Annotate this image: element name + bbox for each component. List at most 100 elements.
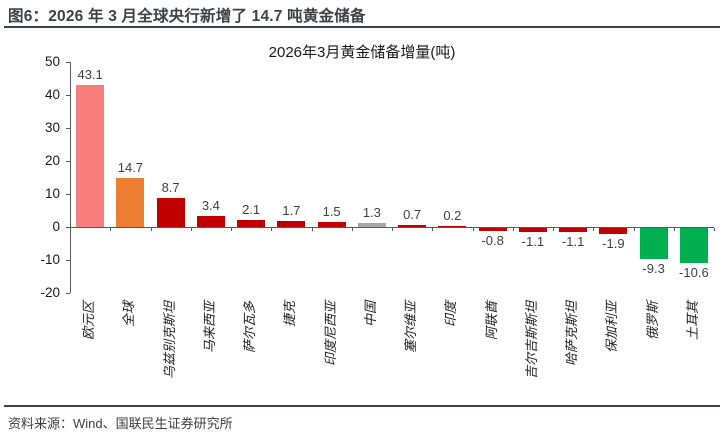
y-axis-tick-label: -10 bbox=[40, 252, 60, 267]
bar-value-label: -0.8 bbox=[481, 232, 504, 248]
y-axis-tick-label: 0 bbox=[52, 219, 60, 234]
y-axis-tick-label: 20 bbox=[44, 153, 60, 168]
x-axis-label-text: 哈萨克斯坦 bbox=[565, 301, 581, 367]
bar-value-label: -10.6 bbox=[679, 264, 709, 280]
x-axis-label-text: 乌兹别克斯坦 bbox=[162, 301, 178, 380]
x-axis-label-text: 阿联酋 bbox=[484, 301, 500, 341]
y-axis-tick bbox=[66, 62, 70, 63]
bar-4 bbox=[237, 220, 266, 227]
y-axis-tick bbox=[66, 227, 70, 228]
x-axis-label-text: 土耳其 bbox=[685, 301, 701, 341]
x-axis-label: 捷克 bbox=[282, 300, 300, 404]
x-axis-label: 吉尔吉斯斯坦 bbox=[524, 300, 542, 404]
bar-5 bbox=[277, 221, 306, 227]
y-axis-tick bbox=[66, 260, 70, 261]
bar-1 bbox=[116, 178, 145, 227]
x-axis-label-text: 保加利亚 bbox=[605, 301, 621, 354]
bar-value-label: 3.4 bbox=[201, 197, 220, 213]
footer-divider bbox=[4, 405, 720, 407]
x-axis-label-text: 捷克 bbox=[283, 301, 299, 328]
category-tick bbox=[392, 228, 393, 231]
x-axis-label-text: 欧元区 bbox=[82, 301, 98, 341]
bar-13 bbox=[599, 228, 628, 235]
bar-value-label: -1.1 bbox=[521, 233, 545, 249]
bar-value-label: 1.5 bbox=[322, 204, 341, 220]
category-tick bbox=[150, 228, 152, 231]
bar-15 bbox=[679, 228, 708, 263]
data-source: 资料来源：Wind、国联民生证券研究所 bbox=[8, 416, 233, 431]
x-axis-label: 土耳其 bbox=[685, 300, 703, 404]
x-axis-label: 乌兹别克斯坦 bbox=[162, 300, 180, 404]
x-axis-label: 塞尔维亚 bbox=[403, 300, 421, 404]
x-axis-label-text: 中国 bbox=[363, 301, 379, 328]
y-axis-tick-label: 40 bbox=[44, 87, 60, 102]
y-axis-tick-label: 50 bbox=[44, 54, 60, 69]
category-tick bbox=[190, 228, 192, 231]
category-tick bbox=[351, 228, 353, 231]
x-axis-label: 萨尔瓦多 bbox=[242, 300, 260, 404]
category-tick bbox=[553, 228, 554, 231]
bar-value-label: 0.7 bbox=[403, 206, 422, 222]
x-axis-label: 印度尼西亚 bbox=[323, 300, 341, 404]
x-axis-label: 保加利亚 bbox=[604, 300, 622, 404]
caption-underline bbox=[4, 26, 720, 28]
bar-value-label: -9.3 bbox=[642, 260, 665, 276]
bar-14 bbox=[639, 228, 668, 259]
bar-value-label: 14.7 bbox=[117, 160, 144, 176]
category-tick bbox=[593, 228, 595, 231]
category-tick bbox=[271, 228, 273, 231]
bar-value-label: 43.1 bbox=[77, 66, 103, 82]
y-axis-tick bbox=[66, 128, 70, 129]
x-axis-label: 印度 bbox=[443, 300, 461, 404]
x-axis-label: 欧元区 bbox=[81, 300, 99, 404]
y-axis-line bbox=[70, 62, 71, 293]
x-axis-label-text: 俄罗斯 bbox=[645, 301, 661, 341]
x-axis-label-text: 印度尼西亚 bbox=[323, 301, 339, 367]
category-tick bbox=[311, 228, 313, 231]
category-tick bbox=[472, 228, 474, 231]
x-axis-label-text: 萨尔瓦多 bbox=[243, 301, 259, 354]
bar-value-label: 1.7 bbox=[282, 203, 301, 219]
y-axis-tick bbox=[66, 95, 70, 96]
x-axis-label-text: 塞尔维亚 bbox=[404, 301, 420, 354]
x-axis-label-text: 马来西亚 bbox=[202, 301, 218, 354]
bar-value-label: 8.7 bbox=[161, 180, 180, 196]
y-axis-tick-label: 10 bbox=[44, 186, 60, 201]
category-tick bbox=[673, 228, 675, 231]
y-axis-tick-label: -20 bbox=[40, 285, 60, 300]
bar-12 bbox=[559, 228, 588, 232]
bar-0 bbox=[76, 84, 105, 227]
y-axis-tick bbox=[66, 161, 70, 162]
bar-value-label: -1.9 bbox=[602, 236, 625, 252]
x-axis-label-text: 全球 bbox=[122, 301, 138, 328]
bar-value-label: 1.3 bbox=[362, 204, 381, 220]
x-axis-label: 哈萨克斯坦 bbox=[564, 300, 582, 404]
category-tick bbox=[70, 228, 71, 231]
x-axis-label: 全球 bbox=[121, 300, 139, 404]
category-tick bbox=[512, 228, 514, 231]
bar-value-label: -1.1 bbox=[561, 233, 585, 249]
bar-9 bbox=[438, 226, 467, 227]
category-tick bbox=[231, 228, 232, 231]
bar-2 bbox=[156, 198, 185, 227]
figure-caption: 图6：2026 年 3 月全球央行新增了 14.7 吨黄金储备 bbox=[8, 8, 366, 25]
y-axis-tick bbox=[66, 293, 70, 294]
bar-6 bbox=[317, 222, 346, 227]
bar-11 bbox=[518, 228, 547, 232]
bar-7 bbox=[357, 222, 386, 227]
bar-8 bbox=[398, 224, 427, 227]
bar-10 bbox=[478, 228, 507, 231]
x-axis-label: 阿联酋 bbox=[484, 300, 502, 404]
bar-value-label: 0.2 bbox=[443, 208, 462, 223]
chart-title: 2026年3月黄金储备增量(吨) bbox=[268, 44, 456, 61]
y-axis-tick bbox=[66, 194, 70, 195]
x-axis-baseline bbox=[70, 227, 714, 228]
x-axis-label: 俄罗斯 bbox=[645, 300, 663, 404]
category-tick bbox=[633, 228, 635, 231]
x-axis-label: 马来西亚 bbox=[202, 300, 220, 404]
category-tick bbox=[714, 228, 715, 231]
x-axis-label-text: 吉尔吉斯斯坦 bbox=[524, 301, 540, 380]
bar-value-label: 2.1 bbox=[242, 202, 261, 218]
category-tick bbox=[432, 228, 434, 231]
